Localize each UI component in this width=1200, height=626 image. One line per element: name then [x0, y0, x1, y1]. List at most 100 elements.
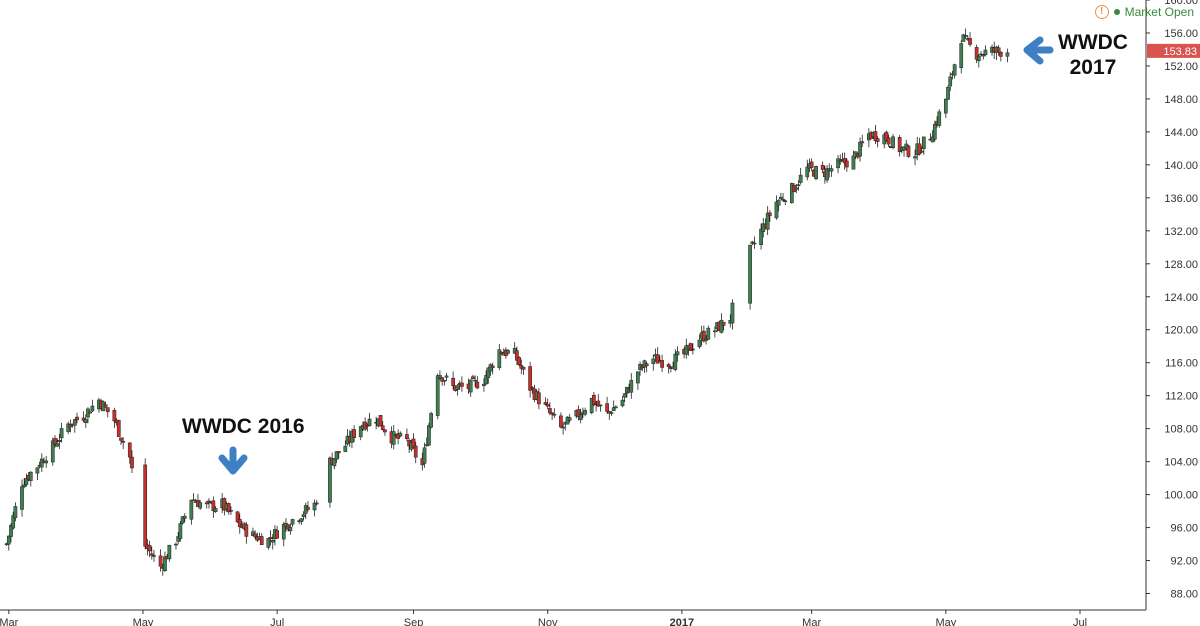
candle [779, 192, 783, 200]
candle-body [825, 168, 829, 181]
candle-body [497, 349, 502, 368]
candle [794, 183, 799, 194]
candle-body [59, 428, 64, 439]
y-tick-label: 96.00 [1170, 523, 1198, 535]
x-tick-label: Sep [404, 617, 424, 626]
candle-body [983, 49, 988, 55]
candle [207, 498, 211, 509]
candle-body [790, 183, 794, 203]
candle-body [358, 426, 363, 438]
y-axis-ticks: 88.00 92.00 96.00 100.00 104.00 108.00 112.00 1… [1146, 0, 1198, 601]
candle-body [998, 51, 1003, 57]
candle [90, 399, 95, 413]
candle-body [721, 321, 726, 326]
candle-body [884, 131, 889, 141]
candle-body [471, 376, 475, 380]
candle [147, 540, 152, 558]
candle-body [976, 56, 981, 62]
candle [57, 433, 62, 449]
candle [226, 502, 231, 515]
candle [301, 511, 306, 521]
candle [22, 477, 27, 489]
candle-body [576, 409, 581, 417]
candle-body [550, 412, 554, 415]
candle-body [578, 414, 583, 420]
candle [730, 299, 735, 330]
candle-body [103, 404, 108, 408]
candle [127, 442, 132, 464]
candle [981, 53, 986, 60]
candle [112, 407, 117, 428]
candle-body [455, 385, 460, 390]
candle [537, 388, 541, 410]
candle [963, 28, 968, 39]
candle-body [328, 457, 332, 503]
candle [244, 522, 249, 544]
candle [884, 130, 889, 143]
y-tick-label: 144.00 [1164, 127, 1198, 139]
candle-body [730, 302, 735, 324]
candle-body [611, 407, 616, 412]
wwdc-2016-label: WWDC 2016 [182, 415, 305, 438]
candle-body [666, 364, 671, 368]
candle-body [598, 404, 603, 407]
status-dot-icon [1113, 9, 1120, 15]
candle-body [906, 145, 911, 157]
candle-body [53, 438, 57, 445]
candle-body [697, 339, 702, 348]
candle-body [204, 502, 209, 505]
candle [875, 136, 880, 148]
candle [440, 376, 444, 386]
candle [299, 518, 304, 525]
candle-body [306, 506, 310, 510]
candle [130, 450, 134, 473]
candle-body [592, 394, 596, 406]
candle [829, 165, 834, 177]
candle-body [946, 87, 950, 100]
candle-body [528, 366, 532, 391]
candle-body [779, 196, 783, 200]
candle-body [853, 151, 858, 155]
candle-body [948, 76, 953, 87]
candle [750, 240, 755, 246]
candle-body [981, 54, 986, 57]
candle [691, 343, 695, 355]
candle [44, 455, 49, 468]
candle-body [829, 168, 834, 172]
candle [860, 134, 865, 147]
candle [119, 437, 123, 445]
candle-body [963, 35, 968, 37]
candle [490, 362, 495, 375]
candle-body [211, 500, 216, 511]
candle-body [149, 553, 154, 556]
candle-body [605, 403, 609, 412]
candle-body [176, 536, 181, 542]
candle-body [143, 464, 148, 547]
candle [655, 347, 660, 364]
candle [178, 521, 183, 542]
candle-body [429, 413, 433, 428]
candle-body [548, 408, 552, 414]
candle [11, 511, 16, 530]
candle-body [583, 410, 587, 415]
candle-body [521, 366, 526, 370]
candle-body [930, 136, 935, 143]
y-tick-label: 104.00 [1164, 457, 1198, 469]
candle-body [752, 242, 757, 245]
candle-body [299, 518, 304, 523]
candle [253, 530, 258, 540]
candle-body [996, 47, 1001, 52]
candle-body [688, 343, 693, 351]
y-tick-label: 112.00 [1165, 391, 1198, 403]
candle [204, 500, 209, 509]
candle [752, 236, 757, 249]
candle [565, 416, 570, 425]
candle [578, 408, 583, 424]
warning-circle-icon[interactable]: ! [1094, 5, 1109, 19]
candle [290, 518, 295, 527]
candle [66, 421, 71, 435]
candle [28, 471, 33, 487]
candle [332, 458, 337, 470]
candle-body [765, 212, 770, 230]
candle [398, 431, 403, 438]
